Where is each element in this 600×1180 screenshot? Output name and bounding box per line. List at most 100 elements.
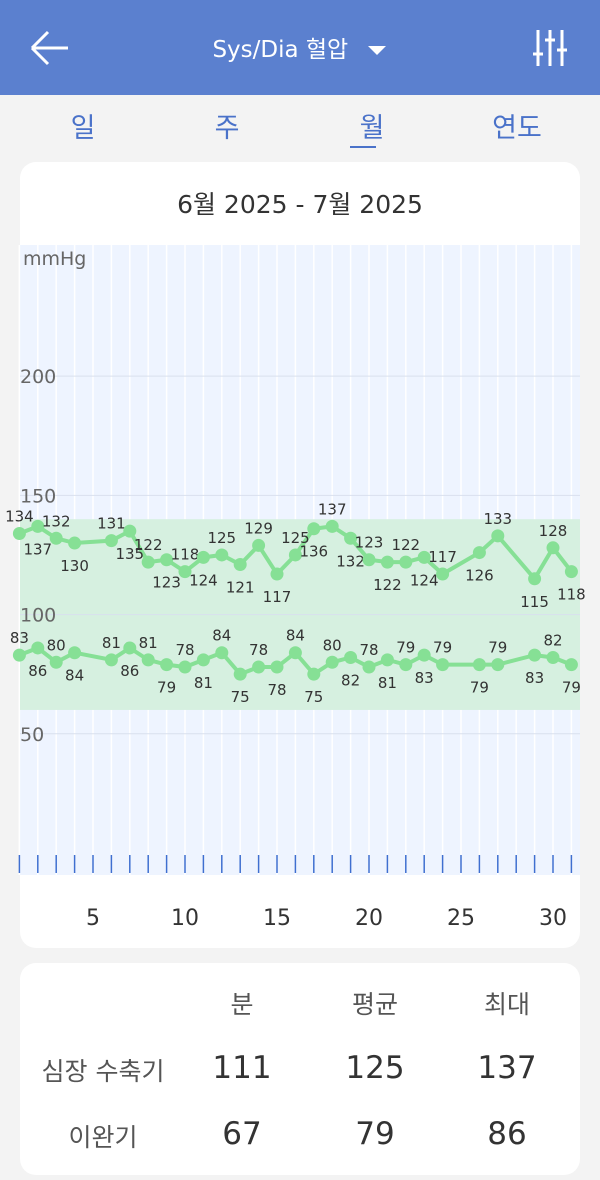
data-point — [546, 541, 560, 555]
data-point — [288, 548, 302, 562]
data-label: 83 — [415, 669, 434, 687]
data-point — [49, 531, 63, 545]
stat-value: 137 — [477, 1050, 537, 1086]
data-point — [270, 567, 284, 581]
data-point — [252, 538, 266, 552]
row-label: 심장 수축기 — [41, 1057, 165, 1086]
data-point — [123, 524, 137, 538]
stat-value: 125 — [345, 1050, 405, 1086]
x-tick-label: 15 — [263, 906, 291, 931]
data-label: 128 — [539, 522, 568, 540]
tab[interactable]: 연도 — [492, 113, 542, 144]
series-line — [18, 524, 573, 583]
data-label: 83 — [525, 669, 544, 687]
data-point — [436, 567, 450, 581]
data-label: 122 — [373, 576, 402, 594]
data-label: 84 — [286, 627, 305, 645]
data-label: 79 — [396, 639, 415, 657]
data-label: 86 — [120, 662, 139, 680]
data-point — [178, 660, 192, 674]
data-point — [104, 534, 118, 548]
tab[interactable]: 일 — [70, 113, 96, 144]
data-point — [564, 565, 578, 579]
data-point — [12, 648, 26, 662]
data-point — [123, 641, 137, 655]
data-point — [12, 527, 26, 541]
filter-button[interactable] — [530, 28, 570, 68]
data-label: 126 — [465, 567, 494, 585]
data-label: 75 — [304, 688, 323, 706]
data-point — [141, 555, 155, 569]
data-label: 86 — [28, 662, 47, 680]
x-tick-label: 5 — [86, 906, 100, 931]
data-label: 133 — [483, 510, 512, 528]
data-label: 117 — [428, 548, 457, 566]
data-point — [104, 653, 118, 667]
stats-card — [20, 963, 580, 1175]
data-point — [307, 667, 321, 681]
y-tick-label: 100 — [20, 605, 56, 627]
data-label: 125 — [207, 529, 236, 547]
screen-title[interactable]: Sys/Dia 혈압 — [0, 30, 600, 64]
data-point — [288, 646, 302, 660]
column-header: 최대 — [483, 990, 530, 1019]
data-label: 136 — [299, 543, 328, 561]
data-point — [141, 653, 155, 667]
back-button[interactable] — [28, 28, 72, 68]
data-label: 75 — [231, 688, 250, 706]
y-axis-label: mmHg — [23, 248, 86, 270]
data-point — [215, 646, 229, 660]
data-point — [564, 658, 578, 672]
data-point — [491, 658, 505, 672]
data-point — [233, 557, 247, 571]
data-point — [417, 648, 431, 662]
data-point — [399, 555, 413, 569]
data-point — [31, 641, 45, 655]
data-label: 84 — [65, 667, 84, 685]
column-header: 분 — [230, 990, 254, 1019]
data-point — [472, 658, 486, 672]
data-point — [472, 546, 486, 560]
data-point — [362, 660, 376, 674]
data-point — [196, 653, 210, 667]
data-point — [436, 658, 450, 672]
column-header: 평균 — [351, 990, 398, 1019]
data-label: 78 — [175, 641, 194, 659]
data-label: 80 — [47, 636, 66, 654]
data-label: 82 — [543, 631, 562, 649]
data-point — [307, 522, 321, 536]
stat-value: 67 — [222, 1116, 262, 1152]
data-label: 79 — [157, 679, 176, 697]
data-label: 122 — [391, 536, 420, 554]
active-tab-indicator — [350, 146, 376, 148]
data-point — [160, 658, 174, 672]
y-tick-label: 200 — [20, 366, 56, 388]
data-point — [325, 519, 339, 533]
data-point — [196, 550, 210, 564]
data-label: 134 — [5, 508, 34, 526]
data-label: 130 — [60, 557, 89, 575]
data-point — [270, 660, 284, 674]
data-label: 118 — [557, 586, 586, 604]
tab[interactable]: 월 — [359, 113, 385, 144]
data-label: 121 — [226, 578, 255, 596]
data-point — [344, 650, 358, 664]
data-label: 78 — [249, 641, 268, 659]
app-bar: Sys/Dia 혈압 — [0, 0, 600, 95]
data-label: 79 — [562, 679, 581, 697]
date-range[interactable]: 6월 2025 - 7월 2025 — [177, 190, 423, 219]
data-label: 78 — [359, 641, 378, 659]
data-point — [215, 548, 229, 562]
data-point — [160, 553, 174, 567]
data-point — [178, 565, 192, 579]
data-point — [546, 650, 560, 664]
data-label: 115 — [520, 593, 549, 611]
data-point — [528, 572, 542, 586]
tab[interactable]: 주 — [214, 113, 240, 144]
data-label: 81 — [378, 674, 397, 692]
data-label: 81 — [102, 634, 121, 652]
data-point — [68, 536, 82, 550]
data-point — [380, 555, 394, 569]
stat-value: 111 — [212, 1050, 272, 1086]
